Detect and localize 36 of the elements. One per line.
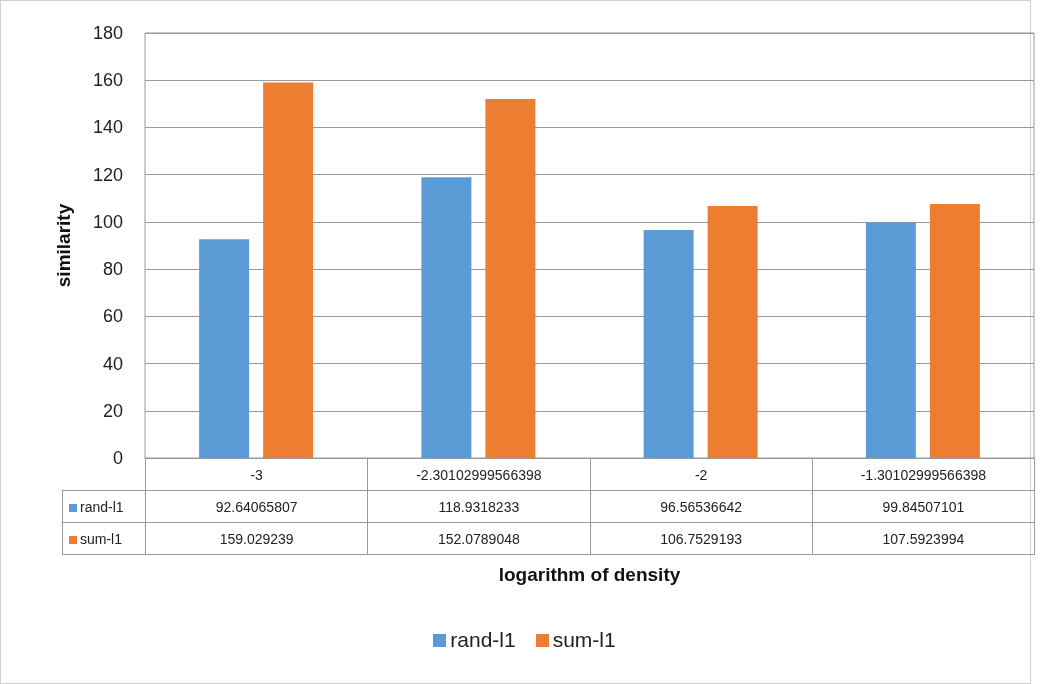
x-axis-title: logarithm of density	[497, 564, 682, 586]
y-tick-label: 40	[102, 353, 123, 374]
data-label: 92.64065807	[145, 490, 368, 523]
y-tick-label: 160	[92, 70, 123, 91]
y-tick-label: 100	[92, 211, 123, 232]
data-label: 96.56536642	[590, 490, 813, 523]
bar	[643, 230, 694, 458]
y-tick-label: 0	[112, 448, 123, 468]
data-label: 118.9318233	[367, 490, 590, 523]
legend-label: sum-l1	[62, 522, 146, 555]
bar	[485, 98, 536, 458]
y-tick-label: 80	[102, 259, 123, 280]
data-label: 152.0789048	[367, 522, 590, 555]
y-axis-title: similarity	[53, 203, 74, 288]
bar	[263, 82, 314, 458]
y-tick-label: 180	[92, 23, 123, 43]
y-tick-label: 20	[102, 400, 123, 421]
data-label: 159.029239	[145, 522, 368, 555]
legend-label: rand-l1	[62, 490, 146, 523]
data-label: 107.5923994	[812, 522, 1035, 555]
bar	[421, 177, 472, 458]
bar	[707, 205, 758, 458]
text: rand-l1	[450, 628, 516, 651]
data-label: 99.84507101	[812, 490, 1035, 523]
bar	[199, 239, 250, 458]
bar	[929, 203, 980, 458]
x-tick-label: -2	[590, 458, 813, 491]
text: sum-l1	[552, 628, 616, 651]
y-tick-label: 120	[92, 164, 123, 185]
data-label: 106.7529193	[590, 522, 813, 555]
x-tick-label: -2.30102999566398	[367, 458, 590, 491]
y-tick-label: 140	[92, 117, 123, 138]
x-tick-label: -3	[145, 458, 368, 491]
y-tick-label: 60	[102, 306, 123, 327]
bar	[865, 222, 916, 458]
x-tick-label: -1.30102999566398	[812, 458, 1035, 491]
